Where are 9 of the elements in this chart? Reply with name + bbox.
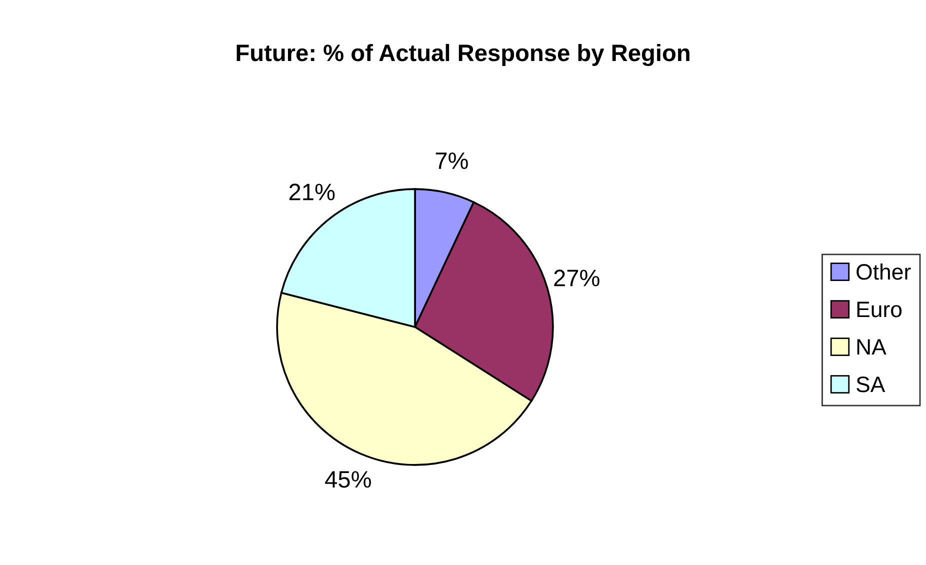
data-label: 21%: [289, 184, 335, 200]
data-label: 27%: [554, 270, 600, 286]
data-label: 45%: [325, 471, 371, 488]
legend-label: Euro: [857, 302, 902, 318]
data-label: 7%: [436, 152, 468, 170]
legend-label: NA: [857, 339, 886, 355]
legend-label: SA: [856, 376, 886, 392]
chart-title: Future: % of Actual Response by Region: [236, 44, 690, 66]
legend-label: Other: [856, 263, 911, 280]
